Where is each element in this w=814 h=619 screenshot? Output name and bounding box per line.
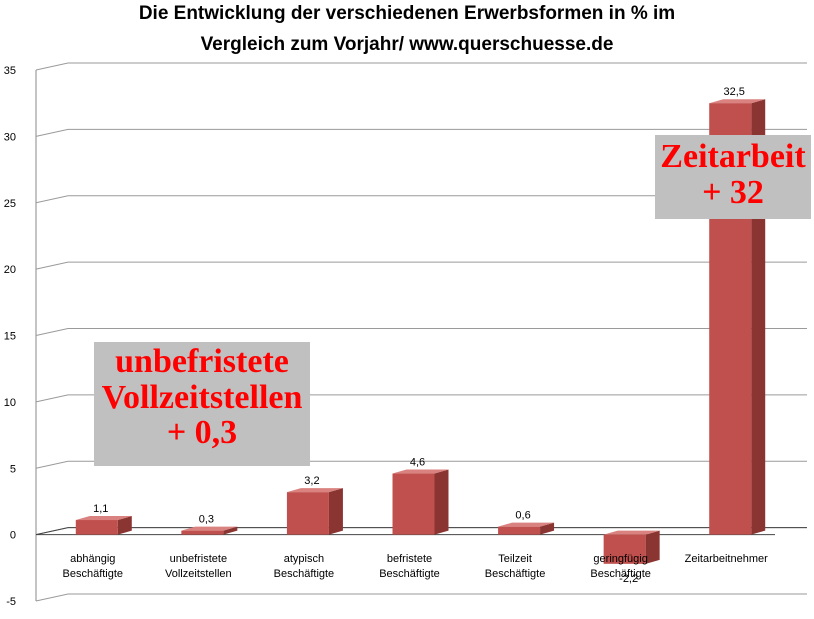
y-tick-label: -5 — [6, 596, 16, 608]
annotation-left-line-3: + 0,3 — [166, 414, 238, 452]
annotation-left-line-1: unbefristete — [115, 343, 289, 380]
data-label: 3,2 — [304, 475, 319, 487]
y-tick-label: 20 — [4, 264, 16, 276]
x-tick-label: befristete — [387, 553, 432, 565]
x-tick-label: Beschäftigte — [590, 568, 651, 580]
x-tick-label: Beschäftigte — [485, 568, 546, 580]
bar — [603, 534, 646, 564]
bar — [392, 473, 435, 535]
annotation-right-line-1: Zeitarbeit — [660, 138, 806, 175]
zero-baseline — [35, 527, 807, 536]
gridline — [35, 62, 807, 71]
bar — [498, 526, 541, 535]
x-tick-label: Zeitarbeitnehmer — [685, 553, 768, 565]
data-label: -2,2 — [619, 573, 638, 585]
bar-side — [434, 469, 449, 535]
chart-title-line-2: Vergleich zum Vorjahr/ www.querschuesse.… — [200, 34, 614, 55]
bar — [75, 520, 118, 535]
bar-side — [223, 526, 238, 535]
gridline — [35, 128, 807, 137]
bar — [286, 492, 329, 535]
x-tick-label: geringfügig — [593, 553, 647, 565]
x-tick-label: atypisch — [284, 553, 324, 565]
data-label: 32,5 — [724, 86, 745, 98]
y-tick-label: 0 — [10, 530, 16, 542]
data-label: 0,6 — [515, 510, 530, 522]
gridline — [35, 195, 807, 204]
bar-top — [392, 469, 449, 474]
bar-top — [181, 526, 238, 531]
y-tick-label: 35 — [4, 65, 16, 77]
bar-side — [540, 522, 555, 535]
x-tick-label: unbefristete — [170, 553, 227, 565]
annotation-left-line-2: Vollzeitstellen — [101, 378, 303, 416]
gridline — [35, 460, 807, 469]
bar-top — [498, 522, 555, 527]
x-tick-label: Vollzeitstellen — [165, 568, 232, 580]
y-tick-label: 10 — [4, 397, 16, 409]
bar-top — [709, 99, 766, 104]
y-tick-label: 25 — [4, 198, 16, 210]
bar-top — [603, 530, 660, 535]
x-tick-label: Beschäftigte — [63, 568, 124, 580]
bar — [181, 530, 224, 535]
x-tick-label: abhängig — [70, 553, 115, 565]
x-tick-label: Teilzeit — [498, 553, 532, 565]
gridline — [35, 593, 807, 602]
y-tick-label: 5 — [10, 463, 16, 475]
data-label: 4,6 — [410, 457, 425, 469]
data-label: 0,3 — [199, 514, 214, 526]
x-tick-label: Beschäftigte — [274, 568, 335, 580]
annotation-unbefristete-vollzeitstellen: unbefristete Vollzeitstellen + 0,3 — [94, 342, 310, 466]
chart-title-line-1: Die Entwicklung der verschiedenen Erwerb… — [138, 3, 676, 24]
y-tick-label: 30 — [4, 131, 16, 143]
bar-side — [645, 530, 660, 564]
annotation-zeitarbeit: Zeitarbeit + 32 — [655, 135, 811, 219]
bar-side — [117, 516, 132, 535]
gridline — [35, 261, 807, 270]
gridline — [35, 394, 807, 403]
bar-top — [286, 488, 343, 493]
bar-top — [75, 516, 132, 521]
x-tick-label: Beschäftigte — [379, 568, 440, 580]
data-label: 1,1 — [93, 503, 108, 515]
annotation-right-line-2: + 32 — [702, 173, 764, 211]
gridline — [35, 328, 807, 336]
y-tick-label: 15 — [4, 331, 16, 343]
bar-side — [328, 488, 343, 535]
